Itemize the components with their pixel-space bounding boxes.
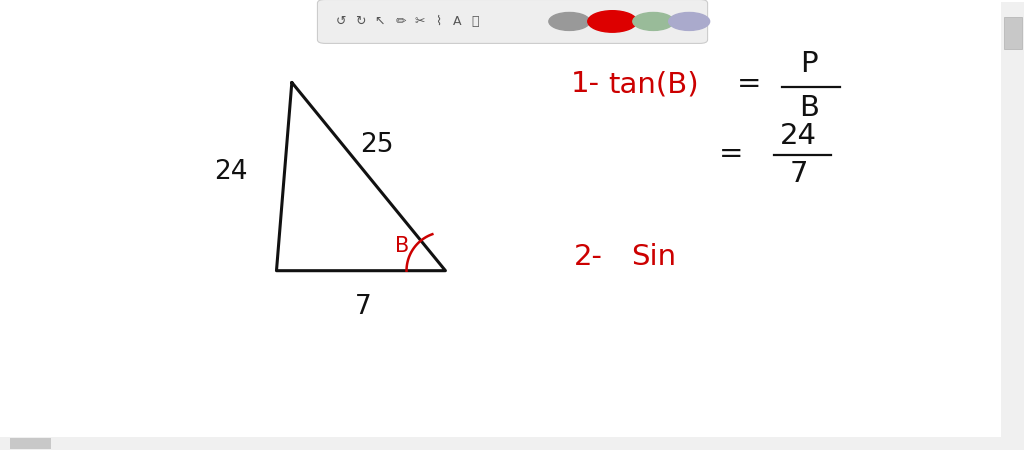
Text: =: =	[737, 70, 762, 98]
Text: ↻: ↻	[355, 15, 366, 28]
FancyBboxPatch shape	[317, 0, 708, 43]
Text: tan(B): tan(B)	[608, 70, 698, 98]
Text: 25: 25	[360, 132, 393, 158]
Circle shape	[588, 11, 637, 32]
Circle shape	[549, 13, 590, 31]
Text: 24: 24	[780, 122, 817, 150]
Circle shape	[669, 13, 710, 31]
Text: A: A	[453, 15, 461, 28]
Bar	[0, 437, 1001, 450]
Text: P: P	[800, 50, 818, 78]
Text: B: B	[395, 236, 410, 256]
Circle shape	[633, 13, 674, 31]
Text: ↺: ↺	[336, 15, 346, 28]
Text: ✏: ✏	[395, 15, 406, 28]
Bar	[10, 438, 51, 449]
Bar	[1001, 2, 1024, 450]
Text: ⛶: ⛶	[471, 15, 479, 28]
Text: ✂: ✂	[415, 15, 425, 28]
Text: 1-: 1-	[571, 70, 600, 98]
Bar	[1004, 17, 1022, 49]
Text: 7: 7	[790, 160, 808, 188]
Text: ↖: ↖	[375, 15, 385, 28]
Text: B: B	[799, 94, 819, 122]
Text: 24: 24	[214, 159, 247, 185]
Text: ⌇: ⌇	[435, 15, 441, 28]
Text: 2-: 2-	[574, 243, 603, 271]
Text: Sin: Sin	[631, 243, 676, 271]
Text: =: =	[719, 140, 743, 168]
Text: 7: 7	[355, 293, 372, 320]
